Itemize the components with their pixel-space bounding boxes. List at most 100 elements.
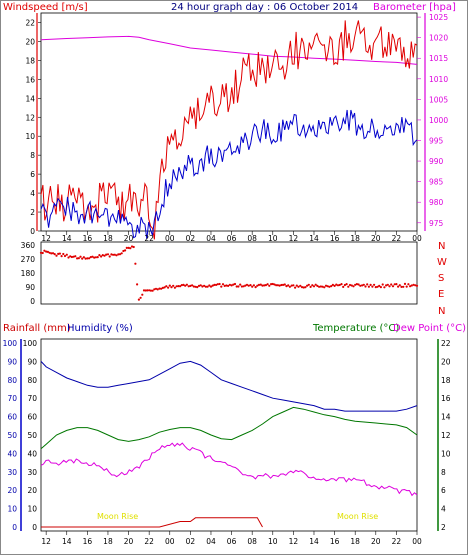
direction-point bbox=[136, 283, 139, 286]
barometer-tick-label: 1010 bbox=[429, 75, 448, 84]
x-tick-label-low: 00 bbox=[412, 537, 422, 546]
direction-point bbox=[252, 284, 255, 287]
windspeed-tick-label: 6 bbox=[30, 170, 35, 179]
direction-point bbox=[167, 286, 170, 289]
humidity-tick-label: 60 bbox=[27, 413, 37, 422]
direction-point bbox=[273, 283, 276, 286]
direction-point bbox=[299, 284, 302, 287]
direction-point bbox=[98, 254, 101, 257]
direction-point bbox=[60, 255, 63, 258]
direction-point bbox=[120, 252, 123, 255]
barometer-line bbox=[40, 35, 418, 65]
compass-e: E bbox=[438, 289, 444, 300]
direction-point bbox=[357, 283, 360, 286]
direction-point bbox=[251, 285, 254, 288]
x-tick-label-top: 16 bbox=[83, 234, 93, 243]
x-tick-label-top: 08 bbox=[247, 234, 257, 243]
barometer-tick-label: 1005 bbox=[429, 95, 448, 104]
direction-point bbox=[208, 284, 211, 287]
direction-point bbox=[154, 287, 158, 290]
x-tick-label-low: 02 bbox=[186, 537, 196, 546]
temperature-axis-title: Temperature (°C) bbox=[312, 323, 399, 334]
rainfall-line bbox=[41, 517, 263, 528]
direction-point bbox=[395, 283, 398, 286]
direction-point bbox=[100, 255, 103, 258]
x-tick-label-low: 12 bbox=[41, 537, 51, 546]
direction-point bbox=[160, 287, 163, 290]
humidity-tick-label: 0 bbox=[32, 523, 37, 532]
direction-point bbox=[393, 283, 396, 286]
temperature-tick-label: 4 bbox=[441, 505, 446, 514]
windspeed-tick-label: 4 bbox=[30, 189, 35, 198]
windspeed-tick-label: 16 bbox=[25, 75, 35, 84]
barometer-tick-label: 1025 bbox=[429, 13, 448, 22]
temperature-tick-label: 10 bbox=[441, 449, 451, 458]
barometer-tick-label: 1000 bbox=[429, 116, 448, 125]
temperature-tick-label: 14 bbox=[441, 413, 451, 422]
x-tick-label-low: 04 bbox=[206, 537, 216, 546]
direction-point bbox=[177, 285, 180, 288]
direction-point bbox=[179, 285, 182, 288]
direction-point bbox=[204, 285, 207, 288]
direction-point bbox=[259, 283, 262, 286]
direction-point bbox=[96, 256, 99, 259]
direction-point bbox=[235, 285, 238, 288]
direction-point bbox=[237, 285, 240, 288]
direction-point bbox=[94, 256, 97, 259]
direction-point bbox=[261, 284, 264, 287]
temperature-tick-label: 18 bbox=[441, 376, 451, 385]
direction-point bbox=[275, 284, 278, 287]
barometer-tick-label: 1015 bbox=[429, 54, 448, 63]
direction-point bbox=[359, 284, 362, 287]
direction-point bbox=[58, 252, 62, 255]
rain-tick-label: 60 bbox=[7, 413, 17, 422]
direction-point bbox=[118, 253, 122, 256]
direction-point bbox=[151, 289, 154, 292]
direction-point bbox=[386, 283, 389, 286]
temperature-tick-label: 22 bbox=[441, 339, 451, 348]
direction-point bbox=[146, 289, 149, 292]
direction-point bbox=[233, 282, 237, 286]
x-tick-label-low: 22 bbox=[392, 537, 402, 546]
direction-point bbox=[347, 285, 350, 288]
direction-point bbox=[352, 285, 355, 288]
x-tick-label-low: 18 bbox=[103, 537, 113, 546]
direction-point bbox=[245, 283, 249, 286]
direction-point bbox=[397, 285, 400, 288]
x-tick-label-top: 18 bbox=[350, 234, 360, 243]
direction-point bbox=[57, 252, 60, 255]
direction-point bbox=[187, 285, 190, 288]
direction-point bbox=[113, 253, 116, 256]
x-tick-label-low: 10 bbox=[268, 537, 278, 546]
direction-point bbox=[101, 254, 104, 257]
direction-point bbox=[110, 253, 113, 256]
direction-point bbox=[240, 285, 243, 288]
direction-point bbox=[321, 285, 324, 288]
direction-point bbox=[132, 245, 135, 249]
direction-point bbox=[345, 283, 348, 286]
direction-point bbox=[414, 284, 417, 287]
direction-point bbox=[326, 285, 329, 288]
direction-point bbox=[189, 284, 192, 287]
direction-point bbox=[282, 283, 285, 286]
direction-point bbox=[67, 256, 70, 259]
barometer-tick-label: 975 bbox=[429, 219, 444, 228]
x-tick-label-top: 22 bbox=[144, 234, 154, 243]
x-tick-label-low: 00 bbox=[165, 537, 175, 546]
windspeed-tick-label: 8 bbox=[30, 151, 35, 160]
direction-point bbox=[264, 284, 267, 287]
direction-point bbox=[390, 283, 393, 286]
direction-point bbox=[378, 284, 381, 287]
x-tick-label-top: 00 bbox=[412, 234, 422, 243]
humidity-line bbox=[40, 360, 418, 412]
direction-point bbox=[45, 250, 48, 253]
compass-s: S bbox=[438, 273, 444, 284]
x-tick-label-top: 20 bbox=[124, 234, 134, 243]
windspeed-tick-label: 12 bbox=[25, 113, 35, 122]
direction-point bbox=[300, 286, 304, 289]
direction-point bbox=[381, 283, 384, 286]
direction-point bbox=[263, 284, 266, 287]
direction-tick-label: 360 bbox=[21, 241, 36, 250]
x-tick-label-top: 02 bbox=[186, 234, 196, 243]
direction-point bbox=[196, 286, 199, 289]
